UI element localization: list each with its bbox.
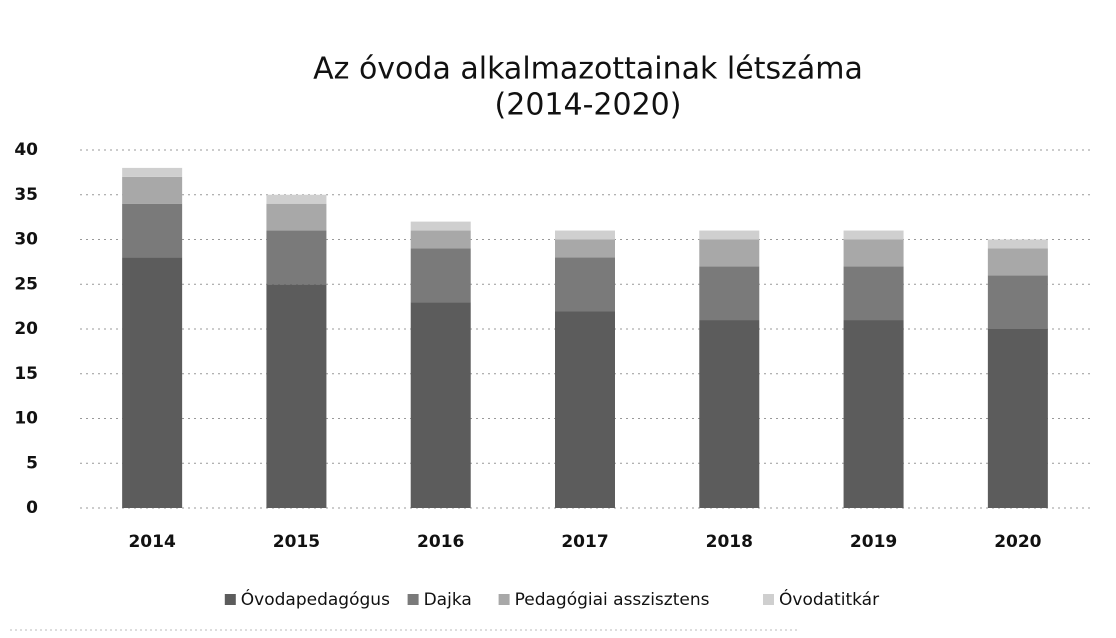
bar-segment	[843, 230, 904, 240]
bar-segment	[122, 176, 183, 204]
legend-swatch	[498, 594, 510, 605]
legend-swatch	[763, 594, 774, 605]
y-tick-label: 0	[26, 498, 38, 518]
x-tick-label: 2015	[273, 532, 320, 552]
x-tick-label: 2014	[128, 532, 175, 552]
legend-label: Pedagógiai asszisztens	[515, 590, 710, 610]
legend-swatch	[407, 594, 419, 605]
bar-segment	[555, 257, 615, 312]
bar-segment	[555, 311, 615, 508]
bar-segment	[410, 302, 471, 508]
bar-segment	[266, 230, 327, 285]
x-tick-label: 2020	[994, 532, 1041, 552]
bar-segment	[266, 203, 327, 231]
bar-segment	[843, 266, 904, 321]
legend-label: Óvodatitkár	[779, 588, 879, 610]
legend-label: Óvodapedagógus	[241, 588, 390, 610]
bar-segment	[410, 221, 471, 231]
bar-segment	[987, 275, 1048, 329]
bar-segment	[699, 230, 760, 240]
bar-segment	[699, 320, 760, 508]
bar-segment	[843, 239, 904, 267]
bar-segment	[987, 239, 1048, 249]
y-tick-label: 40	[14, 140, 38, 160]
bar-segment	[987, 329, 1048, 508]
legend-swatch	[224, 594, 236, 605]
y-tick-label: 25	[14, 274, 38, 294]
x-tick-label: 2016	[417, 532, 464, 552]
y-tick-label: 20	[14, 319, 38, 339]
bar-segment	[122, 203, 183, 258]
legend-label: Dajka	[424, 590, 472, 610]
bar-segment	[555, 239, 615, 258]
x-tick-label: 2017	[561, 532, 608, 552]
bar-segment	[266, 194, 327, 204]
bar-segment	[699, 266, 760, 321]
bar-segment	[410, 248, 471, 303]
bar-segment	[555, 230, 615, 240]
chart-title: Az óvoda alkalmazottainak létszáma	[313, 52, 863, 87]
bar-segment	[699, 239, 760, 267]
bar-segment	[266, 284, 327, 508]
chart-subtitle: (2014-2020)	[495, 88, 682, 123]
bar-segment	[122, 167, 183, 177]
bar-segment	[843, 320, 904, 508]
x-tick-label: 2019	[850, 532, 897, 552]
y-tick-label: 15	[14, 364, 38, 384]
x-tick-label: 2018	[706, 532, 753, 552]
bar-segment	[410, 230, 471, 249]
y-tick-label: 5	[26, 453, 38, 473]
bar-segment	[987, 248, 1048, 276]
bar-segment	[122, 257, 183, 508]
y-tick-label: 35	[14, 185, 38, 205]
y-tick-label: 10	[14, 409, 38, 429]
y-tick-label: 30	[14, 230, 38, 250]
